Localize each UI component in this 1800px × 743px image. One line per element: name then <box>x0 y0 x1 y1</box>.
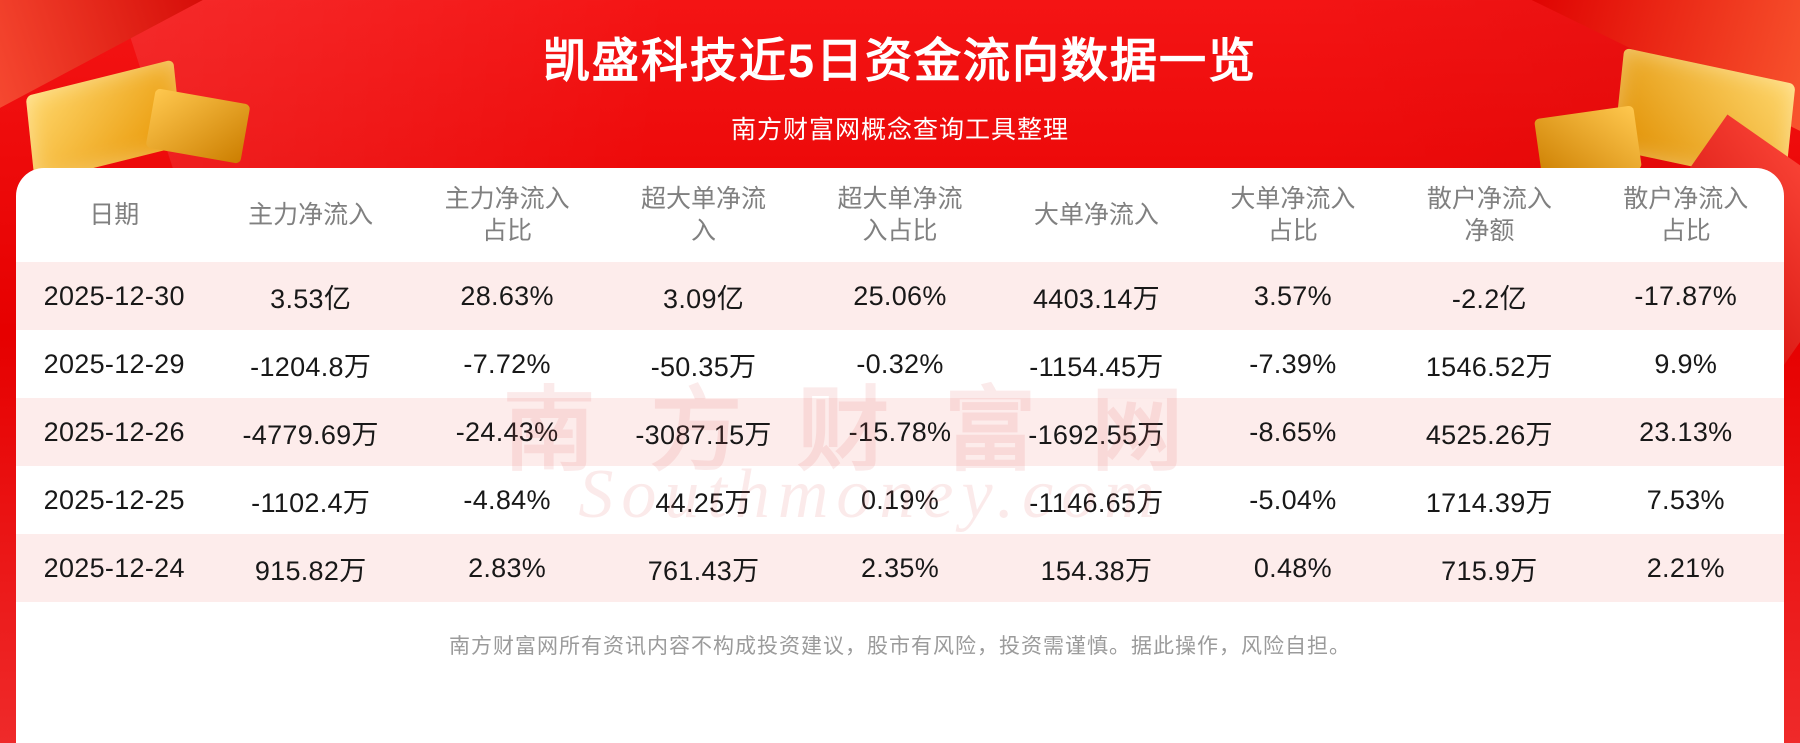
table-cell: -7.39% <box>1249 348 1337 379</box>
table-cell: 715.9万 <box>1441 555 1538 586</box>
col-header-xl-order-net-inflow-pct: 超大单净流入占比 <box>802 183 998 248</box>
col-header-main-net-inflow: 主力净流入 <box>212 199 408 232</box>
table-cell: 28.63% <box>460 280 554 311</box>
table-cell: 2.21% <box>1646 552 1725 583</box>
col-header-label: 大单净流入占比 <box>1230 184 1356 246</box>
table-cell: 0.19% <box>860 484 940 515</box>
table-cell: 44.25万 <box>655 487 752 518</box>
table-cell: 4403.14万 <box>1032 283 1160 314</box>
table-cell: 915.82万 <box>254 555 367 586</box>
table-row: 2025-12-30 3.53亿 28.63% 3.09亿 25.06% 440… <box>16 262 1784 330</box>
page-title: 凯盛科技近5日资金流向数据一览 <box>542 34 1258 87</box>
table-row: 2025-12-24 915.82万 2.83% 761.43万 2.35% 1… <box>16 534 1784 602</box>
table-cell: -50.35万 <box>650 351 757 382</box>
col-header-large-order-net-inflow-pct: 大单净流入占比 <box>1195 183 1391 248</box>
table-cell: 3.57% <box>1253 280 1332 311</box>
table-cell: -5.04% <box>1249 484 1337 515</box>
table-cell: -1102.4万 <box>251 487 371 518</box>
table-cell: 2025-12-25 <box>43 484 185 515</box>
table-row: 2025-12-29 -1204.8万 -7.72% -50.35万 -0.32… <box>16 330 1784 398</box>
col-header-label: 超大单净流入 <box>641 184 767 246</box>
col-header-retail-net-inflow: 散户净流入净额 <box>1391 183 1587 248</box>
col-header-label: 日期 <box>89 200 140 229</box>
table-cell: -1154.45万 <box>1029 351 1164 382</box>
col-header-label: 散户净流入净额 <box>1426 184 1552 246</box>
table-cell: 7.53% <box>1646 484 1725 515</box>
data-panel: 日期 主力净流入 主力净流入占比 超大单净流入 超大单净流入占比 大单净流入 大… <box>16 168 1784 743</box>
table-row: 2025-12-26 -4779.69万 -24.43% -3087.15万 -… <box>16 398 1784 466</box>
table-cell: 154.38万 <box>1040 555 1153 586</box>
table-cell: 1714.39万 <box>1425 487 1553 518</box>
table-header-row: 日期 主力净流入 主力净流入占比 超大单净流入 超大单净流入占比 大单净流入 大… <box>16 168 1784 262</box>
table-cell: -4.84% <box>463 484 551 515</box>
col-header-label: 主力净流入 <box>248 200 374 229</box>
table-cell: -1204.8万 <box>250 351 372 382</box>
col-header-label: 主力净流入占比 <box>444 184 570 246</box>
table-cell: 25.06% <box>853 280 947 311</box>
table-cell: -17.87% <box>1634 280 1738 311</box>
table-cell: 3.53亿 <box>270 283 352 314</box>
col-header-large-order-net-inflow: 大单净流入 <box>998 199 1194 232</box>
table-cell: 2025-12-26 <box>43 416 185 447</box>
page-subtitle: 南方财富网概念查询工具整理 <box>730 116 1069 144</box>
table-cell: -24.43% <box>455 416 559 447</box>
table-cell: 9.9% <box>1654 348 1718 379</box>
table-cell: 0.48% <box>1253 552 1332 583</box>
table-cell: -1146.65万 <box>1029 487 1164 518</box>
col-header-label: 大单净流入 <box>1033 200 1159 229</box>
table-cell: 1546.52万 <box>1425 351 1553 382</box>
table-row: 2025-12-25 -1102.4万 -4.84% 44.25万 0.19% … <box>16 466 1784 534</box>
table-cell: 761.43万 <box>647 555 760 586</box>
table-cell: 2.35% <box>860 552 940 583</box>
table-cell: -0.32% <box>856 348 944 379</box>
table-cell: 23.13% <box>1639 416 1733 447</box>
table-cell: -3087.15万 <box>635 419 772 450</box>
col-header-retail-net-inflow-pct: 散户净流入占比 <box>1588 183 1784 248</box>
table-cell: 2.83% <box>468 552 547 583</box>
footer-disclaimer: 南方财富网所有资讯内容不构成投资建议，股市有风险，投资需谨慎。据此操作，风险自担… <box>449 635 1351 658</box>
table-cell: 2025-12-29 <box>43 348 185 379</box>
table-cell: 2025-12-30 <box>43 280 185 311</box>
table-cell: -1692.55万 <box>1028 419 1165 450</box>
table-cell: 4525.26万 <box>1425 419 1553 450</box>
col-header-date: 日期 <box>16 199 212 232</box>
table-cell: -4779.69万 <box>242 419 379 450</box>
col-header-label: 超大单净流入占比 <box>837 184 963 246</box>
table-cell: -7.72% <box>463 348 551 379</box>
table-cell: -15.78% <box>848 416 952 447</box>
col-header-label: 散户净流入占比 <box>1623 184 1749 246</box>
table-cell: 2025-12-24 <box>43 552 185 583</box>
table-cell: -2.2亿 <box>1451 283 1527 314</box>
col-header-xl-order-net-inflow: 超大单净流入 <box>605 183 801 248</box>
table-cell: 3.09亿 <box>663 283 745 314</box>
col-header-main-net-inflow-pct: 主力净流入占比 <box>409 183 605 248</box>
table-cell: -8.65% <box>1249 416 1337 447</box>
